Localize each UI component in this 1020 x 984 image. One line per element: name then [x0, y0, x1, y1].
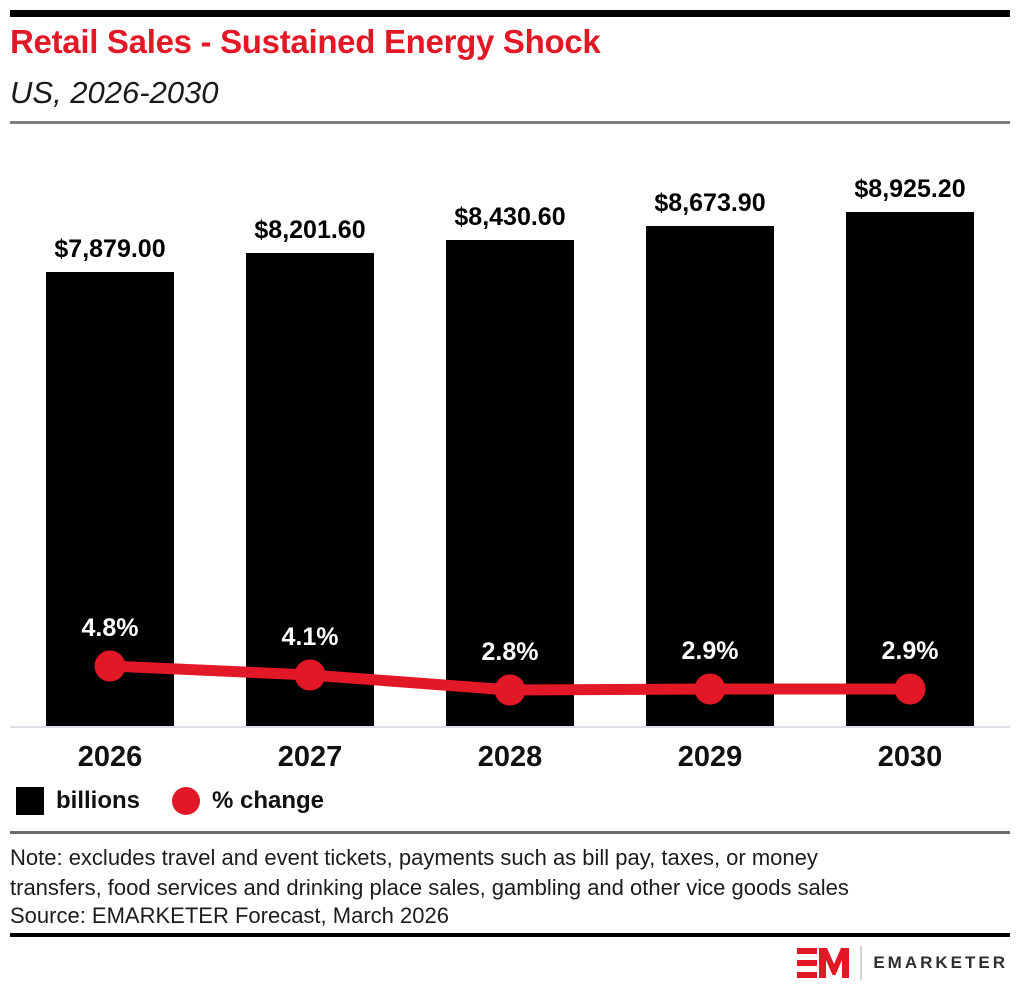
footer-divider [10, 933, 1010, 937]
bar-value-label: $7,879.00 [54, 235, 166, 263]
bar-2030 [846, 212, 974, 727]
legend-item-billions: billions [16, 787, 140, 815]
chart-title: Retail Sales - Sustained Energy Shock [10, 23, 601, 60]
brand-wordmark: EMARKETER [873, 953, 1008, 972]
pct-change-label: 2.8% [481, 638, 539, 666]
bar-2026 [46, 272, 174, 727]
bar-2027 [246, 253, 374, 727]
x-axis-tick-label: 2029 [677, 741, 743, 773]
pct-change-label: 2.9% [881, 637, 939, 665]
bar-2028 [446, 240, 574, 727]
source-text: Source: EMARKETER Forecast, March 2026 [10, 903, 449, 928]
legend-divider [10, 831, 1010, 834]
bar-value-label: $8,673.90 [654, 189, 766, 217]
legend: billions % change [16, 787, 324, 815]
logo-divider [860, 946, 863, 980]
x-axis-line [10, 726, 1010, 728]
pct-change-label: 2.9% [681, 637, 739, 665]
legend-label: % change [212, 787, 325, 814]
bar-value-label: $8,925.20 [854, 175, 966, 203]
top-accent-bar [10, 10, 1010, 17]
legend-label: billions [56, 787, 140, 814]
legend-swatch-circle [172, 787, 200, 815]
note-text: Note: excludes travel and event tickets,… [10, 845, 849, 900]
x-axis-tick-label: 2028 [477, 741, 543, 773]
bar-value-label: $8,201.60 [254, 216, 366, 244]
header-divider [10, 121, 1010, 124]
chart-subtitle: US, 2026-2030 [10, 75, 219, 110]
legend-item-change: % change [172, 787, 324, 815]
x-axis-tick-label: 2026 [77, 741, 143, 773]
legend-swatch-square [16, 787, 44, 815]
brand-footer: EMARKETER [797, 944, 1008, 982]
bar-value-label: $8,430.60 [454, 203, 566, 231]
pct-change-label: 4.1% [281, 623, 339, 651]
pct-change-label: 4.8% [81, 614, 139, 642]
emarketer-logo-icon [797, 948, 850, 978]
bar-2029 [646, 226, 774, 727]
x-axis-tick-label: 2027 [277, 741, 343, 773]
x-axis-tick-label: 2030 [877, 741, 943, 773]
